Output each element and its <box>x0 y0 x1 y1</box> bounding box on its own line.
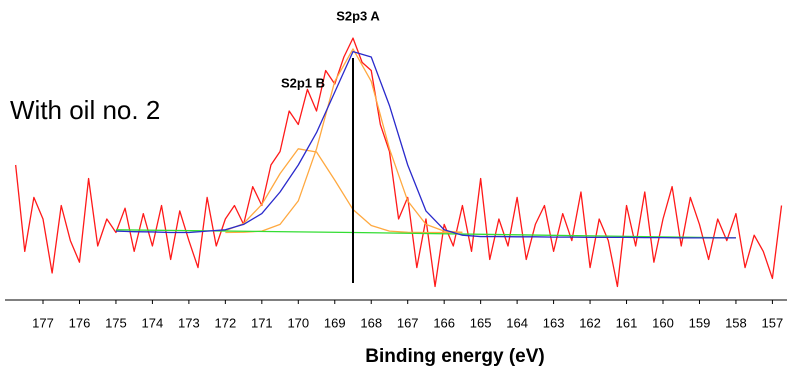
x-tick-label: 167 <box>397 315 419 330</box>
x-tick-label: 163 <box>543 315 565 330</box>
x-tick-label: 165 <box>470 315 492 330</box>
x-tick-label: 168 <box>360 315 382 330</box>
x-tick-label: 159 <box>689 315 711 330</box>
x-axis-title: Binding energy (eV) <box>365 346 544 367</box>
x-tick-label: 157 <box>762 315 784 330</box>
annotation: S2p3 A <box>336 8 380 23</box>
x-tick-label: 164 <box>506 315 528 330</box>
x-tick-label: 170 <box>287 315 309 330</box>
annotation: With oil no. 2 <box>10 95 160 125</box>
x-tick-label: 160 <box>652 315 674 330</box>
x-tick-label: 175 <box>105 315 127 330</box>
x-tick-label: 173 <box>178 315 200 330</box>
series-line <box>225 48 463 234</box>
x-tick-label: 158 <box>725 315 747 330</box>
x-tick-label: 162 <box>579 315 601 330</box>
x-tick-label: 161 <box>616 315 638 330</box>
x-tick-label: 166 <box>433 315 455 330</box>
x-tick-label: 171 <box>251 315 273 330</box>
annotation: S2p1 B <box>281 75 325 90</box>
series-line <box>115 50 736 239</box>
x-tick-label: 176 <box>69 315 91 330</box>
x-tick-label: 174 <box>142 315 164 330</box>
series-line <box>15 37 783 288</box>
x-tick-label: 172 <box>215 315 237 330</box>
x-tick-label: 177 <box>32 315 54 330</box>
x-tick-label: 169 <box>324 315 346 330</box>
series-line <box>225 148 463 234</box>
